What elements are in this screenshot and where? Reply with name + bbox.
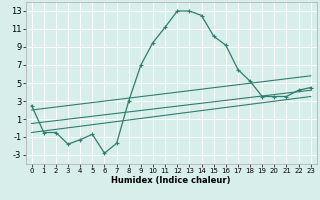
X-axis label: Humidex (Indice chaleur): Humidex (Indice chaleur)	[111, 176, 231, 185]
